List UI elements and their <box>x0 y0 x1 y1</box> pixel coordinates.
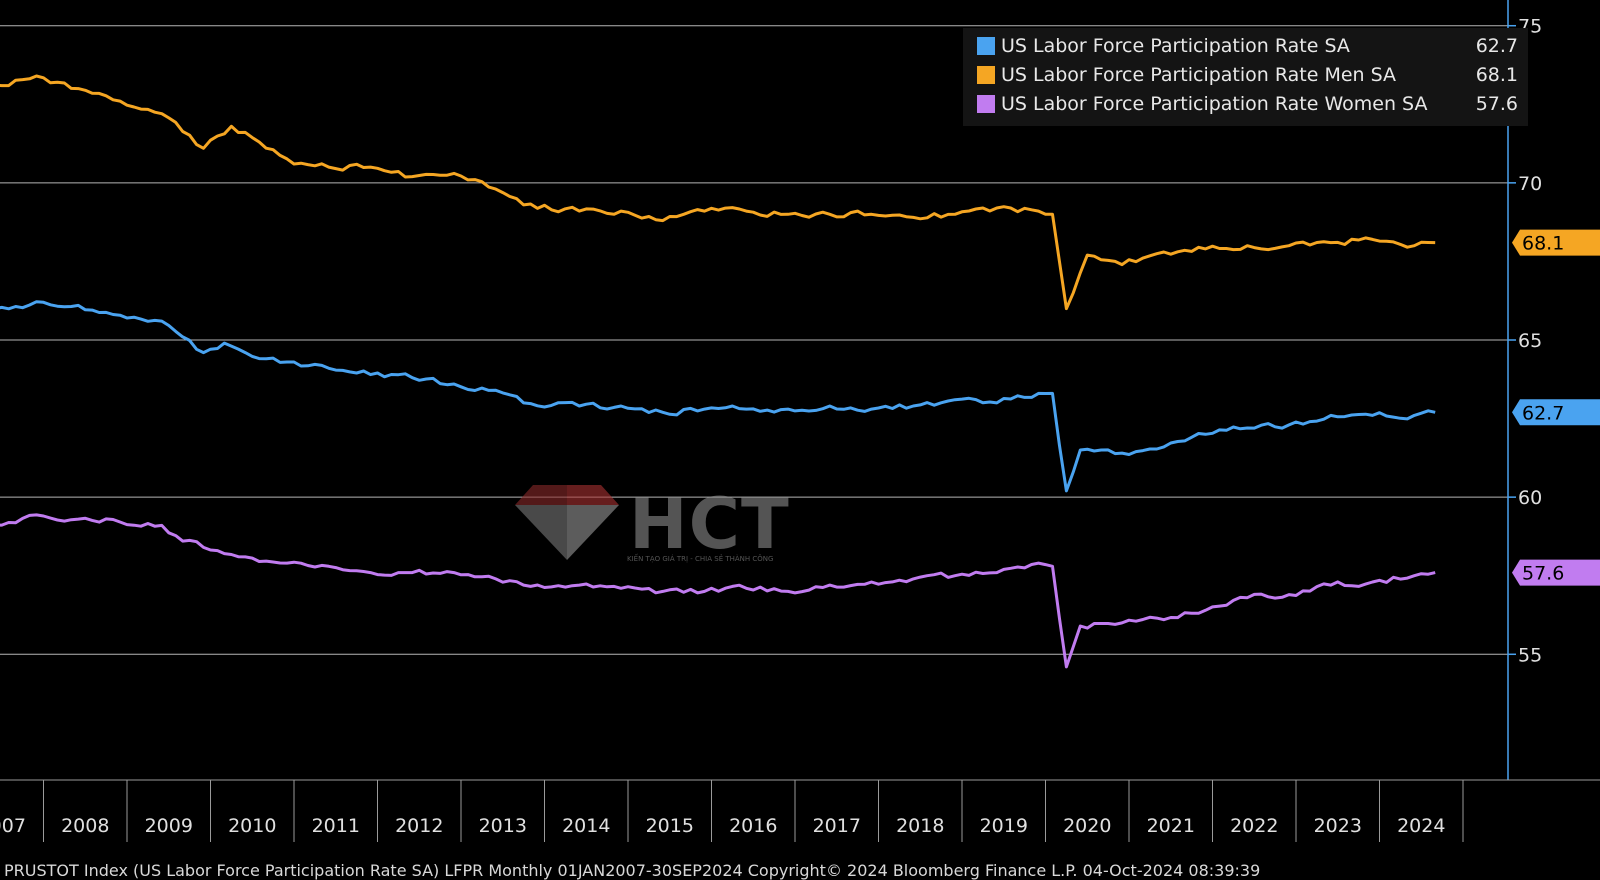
legend-label-men: US Labor Force Participation Rate Men SA <box>1001 63 1397 86</box>
legend-swatch-total <box>977 36 995 55</box>
legend: US Labor Force Participation Rate SA 62.… <box>963 28 1528 126</box>
last-value-label-1: 68.1 <box>1522 233 1564 255</box>
legend-label-women: US Labor Force Participation Rate Women … <box>1001 92 1428 115</box>
grid-lines <box>0 25 1508 655</box>
watermark-logo: HCT KIẾN TẠO GIÁ TRỊ - CHIA SẺ THÀNH CÔN… <box>515 483 790 565</box>
x-tick-label-2018: 2018 <box>896 815 944 837</box>
x-tick-label-2021: 2021 <box>1147 815 1195 837</box>
x-tick-label-2012: 2012 <box>395 815 443 837</box>
series-lines <box>0 74 1436 669</box>
x-tick-label-2007: 2007 <box>0 815 26 837</box>
x-tick-label-2017: 2017 <box>813 815 861 837</box>
legend-value-total: 62.7 <box>1475 34 1518 57</box>
y-tick-label-60: 60 <box>1518 487 1542 509</box>
last-value-label-0: 62.7 <box>1522 402 1564 424</box>
x-tick-label-2024: 2024 <box>1397 815 1445 837</box>
x-tick-label-2019: 2019 <box>980 815 1028 837</box>
legend-swatch-women <box>977 94 995 113</box>
x-tick-label-2014: 2014 <box>562 815 610 837</box>
legend-swatch-men <box>977 65 995 84</box>
y-tick-label-65: 65 <box>1518 330 1542 352</box>
last-value-flag-2 <box>1512 559 1600 586</box>
x-tick-label-2015: 2015 <box>646 815 694 837</box>
watermark-subtext: KIẾN TẠO GIÁ TRỊ - CHIA SẺ THÀNH CÔNG <box>627 555 774 563</box>
series-line-0 <box>0 300 1436 493</box>
legend-entry-women: US Labor Force Participation Rate Women … <box>977 90 1427 117</box>
y-tick-label-55: 55 <box>1518 644 1542 666</box>
axes: 5560657075200720082009201020112012201320… <box>0 0 1600 842</box>
x-tick-label-2022: 2022 <box>1230 815 1278 837</box>
y-tick-label-70: 70 <box>1518 173 1542 195</box>
legend-entry-men: US Labor Force Participation Rate Men SA <box>977 61 1396 88</box>
series-line-2 <box>0 513 1436 669</box>
watermark-text: HCT <box>629 483 790 565</box>
x-tick-label-2016: 2016 <box>729 815 777 837</box>
x-tick-label-2013: 2013 <box>479 815 527 837</box>
last-value-label-2: 57.6 <box>1522 563 1564 585</box>
legend-value-women: 57.6 <box>1475 92 1518 115</box>
x-tick-label-2010: 2010 <box>228 815 276 837</box>
last-value-labels: 62.7 68.1 57.6 <box>1512 229 1600 586</box>
x-tick-label-2009: 2009 <box>145 815 193 837</box>
legend-entry-total: US Labor Force Participation Rate SA <box>977 32 1350 59</box>
x-tick-label-2008: 2008 <box>61 815 109 837</box>
legend-label-total: US Labor Force Participation Rate SA <box>1001 34 1350 57</box>
legend-value-men: 68.1 <box>1475 63 1518 86</box>
diamond-logo-icon <box>515 485 619 560</box>
x-tick-label-2023: 2023 <box>1314 815 1362 837</box>
series-line-1 <box>0 74 1436 311</box>
x-tick-label-2011: 2011 <box>312 815 360 837</box>
last-value-flag-1 <box>1512 229 1600 256</box>
footer-source: PRUSTOT Index (US Labor Force Participat… <box>4 861 1261 880</box>
last-value-flag-0 <box>1512 399 1600 426</box>
x-tick-label-2020: 2020 <box>1063 815 1111 837</box>
